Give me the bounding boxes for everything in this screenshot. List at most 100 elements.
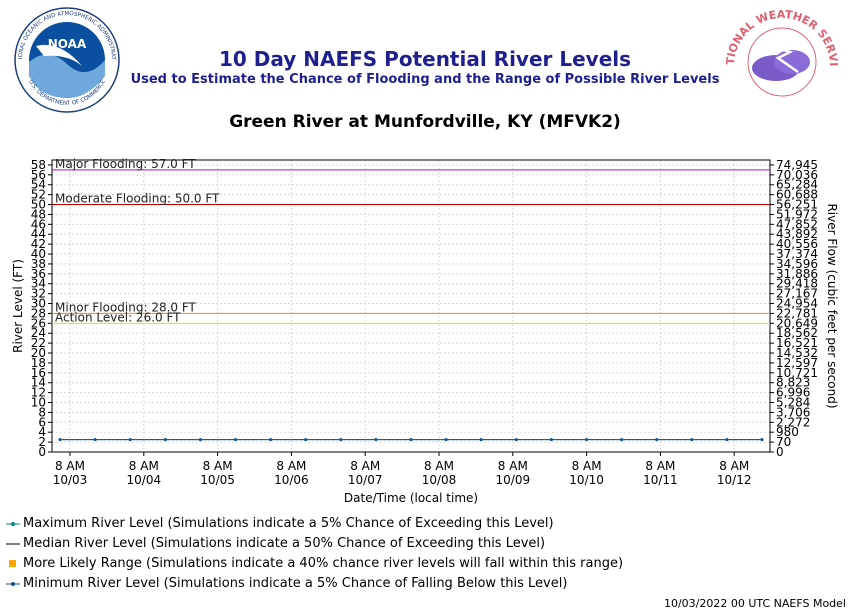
y2-tick-label: 40,556 xyxy=(776,237,818,251)
y-tick-label: 42 xyxy=(31,237,46,251)
y2-tick-label: 14,532 xyxy=(776,346,818,360)
x-tick-date: 10/06 xyxy=(274,473,309,487)
noaa-logo: NOAA NATIONAL OCEANIC AND ATMOSPHERIC AD… xyxy=(8,6,120,113)
y2-tick-label: 43,892 xyxy=(776,227,818,241)
y2-tick-label: 8,823 xyxy=(776,376,810,390)
y2-tick-label: 12,597 xyxy=(776,356,818,370)
series-point xyxy=(269,438,273,442)
model-timestamp: 10/03/2022 00 UTC NAEFS Model xyxy=(663,597,846,610)
legend-label: More Likely Range (Simulations indicate … xyxy=(23,556,624,571)
y-tick-label: 48 xyxy=(31,207,46,221)
series-layer xyxy=(58,438,764,442)
y2-tick-label: 37,374 xyxy=(776,247,818,261)
series-point xyxy=(479,438,483,442)
y2-tick-label: 20,649 xyxy=(776,316,818,330)
series-point xyxy=(549,438,553,442)
y2-tick-label: 980 xyxy=(776,425,799,439)
series-point xyxy=(198,438,202,442)
y-tick-label: 56 xyxy=(31,168,46,182)
y-tick-label: 22 xyxy=(31,336,46,350)
y-axis-left: 0246810121416182022242628303234363840424… xyxy=(31,158,52,459)
series-point xyxy=(58,438,62,442)
threshold-layer: Major Flooding: 57.0 FT Moderate Flooding… xyxy=(52,157,770,324)
y-tick-label: 16 xyxy=(31,366,46,380)
y-tick-label: 2 xyxy=(38,435,46,449)
series-point xyxy=(620,438,624,442)
y2-tick-label: 34,596 xyxy=(776,257,818,271)
x-tick-time: 8 AM xyxy=(572,459,602,473)
threshold-label: Minor Flooding: 28.0 FT xyxy=(55,300,197,314)
y2-tick-label: 5,284 xyxy=(776,396,810,410)
hydrograph-chart: Major Flooding: 57.0 FT Moderate Flooding… xyxy=(11,157,839,505)
y2-tick-label: 6,996 xyxy=(776,386,810,400)
y-tick-label: 32 xyxy=(31,287,46,301)
svg-text:NOAA: NOAA xyxy=(48,37,87,51)
y-tick-label: 38 xyxy=(31,257,46,271)
x-tick-time: 8 AM xyxy=(276,459,306,473)
x-axis-title: Date/Time (local time) xyxy=(344,491,478,505)
series-point xyxy=(444,438,448,442)
legend-label: Maximum River Level (Simulations indicat… xyxy=(23,516,554,531)
y2-tick-label: 56,251 xyxy=(776,198,818,212)
legend-label: Minimum River Level (Simulations indicat… xyxy=(23,576,568,591)
y2-tick-label: 2,272 xyxy=(776,415,810,429)
threshold-label: Moderate Flooding: 50.0 FT xyxy=(55,192,220,206)
series-point xyxy=(585,438,588,442)
y2-axis-title: River Flow (cubic feet per second) xyxy=(825,203,839,408)
y2-tick-label: 74,945 xyxy=(776,158,818,172)
y-tick-label: 34 xyxy=(31,277,46,291)
y2-tick-label: 65,284 xyxy=(776,178,818,192)
legend-item: Maximum River Level (Simulations indicat… xyxy=(6,516,554,532)
y-tick-label: 4 xyxy=(38,425,46,439)
y-tick-label: 30 xyxy=(31,297,46,311)
x-tick-date: 10/09 xyxy=(496,473,531,487)
series-point xyxy=(163,438,167,442)
legend-symbol xyxy=(6,543,20,545)
y-tick-label: 58 xyxy=(31,158,46,172)
y-tick-label: 24 xyxy=(31,326,46,340)
y-tick-label: 20 xyxy=(31,346,46,360)
y2-tick-label: 18,562 xyxy=(776,326,818,340)
series-point xyxy=(304,438,308,442)
x-tick-date: 10/05 xyxy=(200,473,235,487)
x-tick-time: 8 AM xyxy=(498,459,528,473)
legend-symbol xyxy=(6,522,20,526)
chart-subtitle: Used to Estimate the Chance of Flooding … xyxy=(130,72,720,87)
x-tick-time: 8 AM xyxy=(645,459,675,473)
y-tick-label: 10 xyxy=(31,396,46,410)
legend-item: More Likely Range (Simulations indicate … xyxy=(6,556,623,572)
series-point xyxy=(339,438,343,442)
legend-symbol xyxy=(6,582,20,586)
y2-tick-label: 10,721 xyxy=(776,366,818,380)
y-tick-label: 18 xyxy=(31,356,46,370)
x-tick-time: 8 AM xyxy=(129,459,159,473)
y-tick-label: 12 xyxy=(31,386,46,400)
y-tick-label: 36 xyxy=(31,267,46,281)
x-tick-time: 8 AM xyxy=(55,459,85,473)
y-tick-label: 52 xyxy=(31,188,46,202)
y2-tick-label: 60,688 xyxy=(776,188,818,202)
series-point xyxy=(409,438,413,442)
chart-title: 10 Day NAEFS Potential River Levels xyxy=(218,47,632,71)
y2-tick-label: 31,886 xyxy=(776,267,818,281)
y2-tick-label: 0 xyxy=(776,445,784,459)
y2-tick-label: 24,954 xyxy=(776,297,818,311)
y2-tick-label: 16,521 xyxy=(776,336,818,350)
x-tick-date: 10/07 xyxy=(348,473,383,487)
y-tick-label: 26 xyxy=(31,316,46,330)
series-point xyxy=(514,438,518,442)
y2-tick-label: 27,167 xyxy=(776,287,818,301)
threshold-label: Action Level: 26.0 FT xyxy=(55,310,181,324)
series-point xyxy=(760,438,764,442)
x-tick-time: 8 AM xyxy=(719,459,749,473)
x-tick-time: 8 AM xyxy=(424,459,454,473)
x-tick-date: 10/11 xyxy=(643,473,678,487)
y-axis-title: River Level (FT) xyxy=(11,259,25,353)
y2-tick-label: 29,418 xyxy=(776,277,818,291)
x-tick-date: 10/04 xyxy=(127,473,162,487)
series-point xyxy=(374,438,378,442)
plot-frame xyxy=(51,159,771,453)
series-point xyxy=(690,438,694,442)
x-tick-time: 8 AM xyxy=(203,459,233,473)
